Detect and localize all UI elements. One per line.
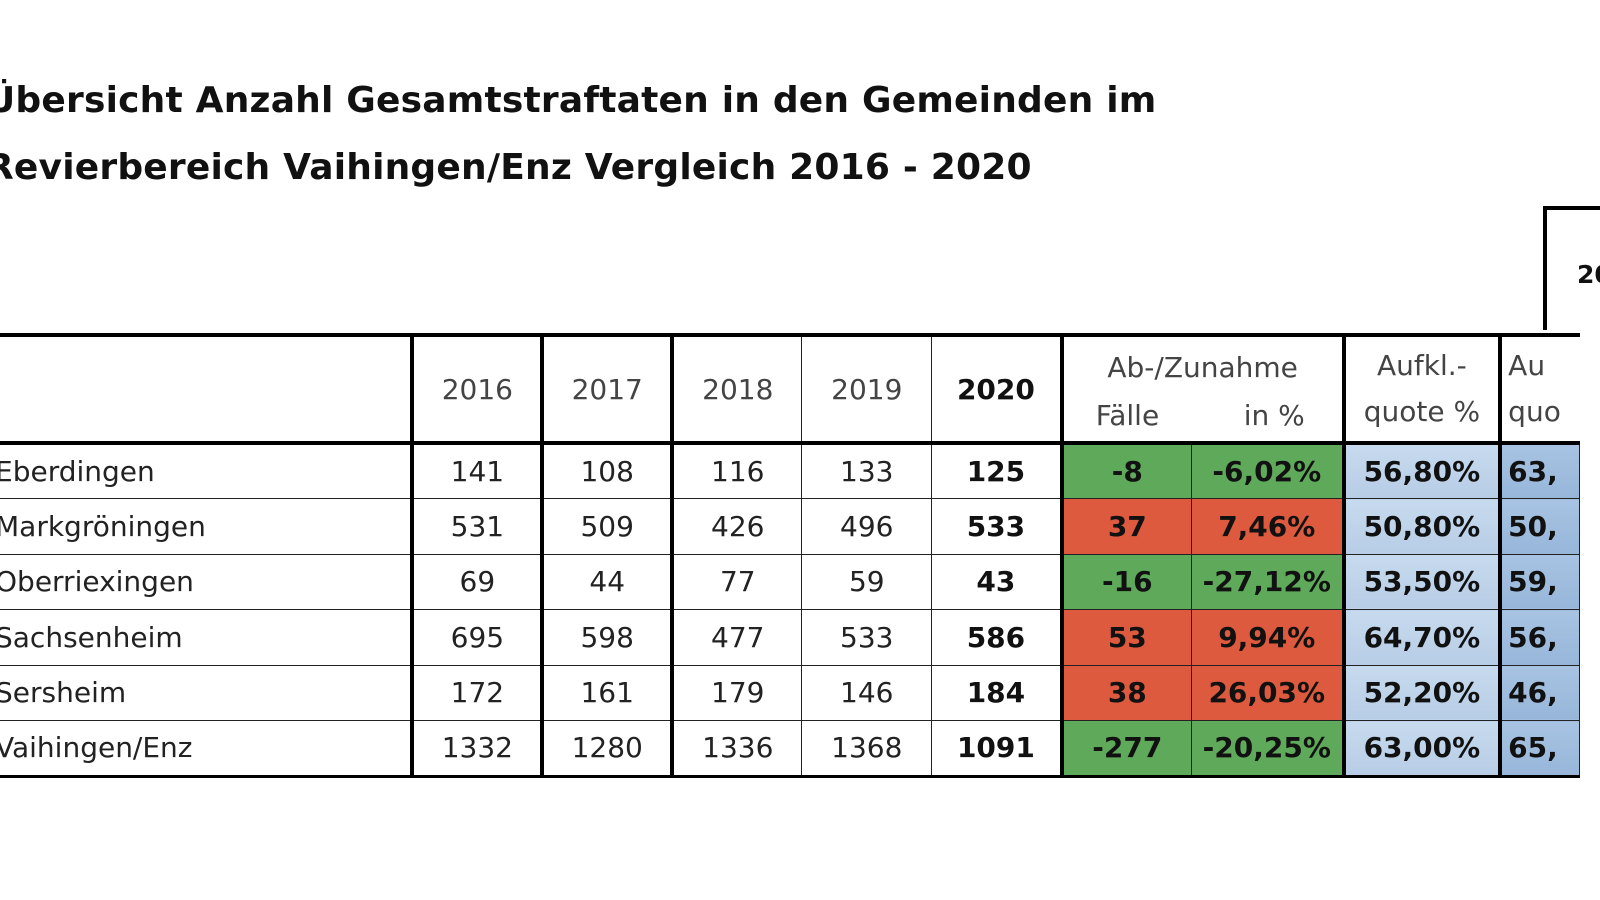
value-2018: 77: [671, 553, 803, 610]
value-2018: 116: [671, 442, 803, 499]
change-percent: 7,46%: [1190, 498, 1346, 555]
clearance-rate: 56,80%: [1343, 442, 1503, 499]
top-header-label: 20: [1577, 260, 1600, 289]
clearance-rate-2: 63,: [1499, 442, 1581, 499]
change-cases: 37: [1061, 498, 1192, 555]
clearance-rate-2: 59,: [1499, 553, 1581, 610]
value-2016: 531: [411, 498, 545, 555]
change-cases: -277: [1061, 720, 1192, 778]
table-row: Sersheim 172 161 179 146 184 38 26,03% 52,20% 46,: [0, 664, 1581, 721]
municipality-name: Sersheim: [0, 664, 415, 721]
value-2020: 43: [931, 553, 1064, 610]
municipality-name: Eberdingen: [0, 442, 415, 499]
change-cases: -16: [1061, 553, 1192, 610]
value-2018: 477: [671, 609, 803, 666]
header-change-pct: in %: [1243, 399, 1305, 432]
value-2019: 133: [801, 442, 933, 499]
header-year-2019: 2019: [801, 334, 933, 444]
header-clearance2-line1: Au: [1508, 349, 1546, 382]
value-2017: 161: [541, 664, 675, 721]
value-2017: 598: [541, 609, 675, 666]
value-2016: 69: [411, 553, 545, 610]
header-year-2017: 2017: [541, 334, 675, 444]
page-title-line1: Übersicht Anzahl Gesamtstraftaten in den…: [0, 80, 1157, 121]
table-row: Oberriexingen 69 44 77 59 43 -16 -27,12% 53,50% 5…: [0, 553, 1581, 610]
clearance-rate-2: 46,: [1499, 664, 1581, 721]
clearance-rate-2: 50,: [1499, 498, 1581, 555]
header-municipality: [0, 334, 415, 444]
value-2017: 1280: [541, 720, 675, 778]
page-title-line2: Revierbereich Vaihingen/Enz Vergleich 20…: [0, 147, 1032, 188]
value-2020: 533: [931, 498, 1064, 555]
value-2017: 108: [541, 442, 675, 499]
municipality-name: Vaihingen/Enz: [0, 720, 415, 778]
value-2019: 533: [801, 609, 933, 666]
header-clearance2-line2: quo: [1508, 395, 1561, 428]
change-percent: 26,03%: [1190, 664, 1346, 721]
header-clearance-rate: Aufkl.- quote %: [1343, 334, 1503, 444]
table-header-row: 2016 2017 2018 2019 2020 Ab-/Zunahme Fäl…: [0, 334, 1580, 444]
value-2019: 59: [801, 553, 933, 610]
crime-statistics-table: 2016 2017 2018 2019 2020 Ab-/Zunahme Fäl…: [0, 333, 1581, 778]
municipality-name: Oberriexingen: [0, 553, 415, 610]
value-2016: 172: [411, 664, 545, 721]
change-percent: 9,94%: [1190, 609, 1346, 666]
clearance-rate: 52,20%: [1343, 664, 1503, 721]
value-2016: 1332: [411, 720, 545, 778]
value-2019: 1368: [801, 720, 933, 778]
header-clearance-line2: quote %: [1363, 395, 1481, 428]
value-2018: 179: [671, 664, 803, 721]
change-percent: -6,02%: [1190, 442, 1346, 499]
header-clearance-rate-2: Au quo: [1499, 334, 1580, 444]
header-year-2020: 2020: [931, 334, 1064, 444]
value-2019: 146: [801, 664, 933, 721]
header-year-2018: 2018: [671, 334, 803, 444]
clearance-rate-2: 65,: [1499, 720, 1581, 778]
value-2018: 1336: [671, 720, 803, 778]
table-row: Vaihingen/Enz 1332 1280 1336 1368 1091 -277 -20…: [0, 720, 1581, 778]
value-2019: 496: [801, 498, 933, 555]
clearance-rate: 63,00%: [1343, 720, 1503, 778]
table-row: Markgröningen 531 509 426 496 533 37 7,46% 50,80…: [0, 498, 1581, 555]
change-cases: 53: [1061, 609, 1192, 666]
header-change-label: Ab-/Zunahme: [1107, 351, 1298, 384]
value-2020: 586: [931, 609, 1064, 666]
clearance-rate: 53,50%: [1343, 553, 1503, 610]
value-2017: 44: [541, 553, 675, 610]
value-2018: 426: [671, 498, 803, 555]
value-2017: 509: [541, 498, 675, 555]
header-change-cases: Fälle: [1095, 399, 1160, 432]
municipality-name: Sachsenheim: [0, 609, 415, 666]
change-percent: -27,12%: [1190, 553, 1346, 610]
change-cases: 38: [1061, 664, 1192, 721]
municipality-name: Markgröningen: [0, 498, 415, 555]
value-2020: 184: [931, 664, 1064, 721]
clearance-rate-2: 56,: [1499, 609, 1581, 666]
table-row: Sachsenheim 695 598 477 533 586 53 9,94% 64,70% 5…: [0, 609, 1581, 666]
value-2020: 125: [931, 442, 1064, 499]
change-percent: -20,25%: [1190, 720, 1346, 778]
header-year-2016: 2016: [411, 334, 545, 444]
clearance-rate: 64,70%: [1343, 609, 1503, 666]
value-2016: 141: [411, 442, 545, 499]
value-2016: 695: [411, 609, 545, 666]
value-2020: 1091: [931, 720, 1064, 778]
header-clearance-line1: Aufkl.-: [1377, 349, 1467, 382]
clearance-rate: 50,80%: [1343, 498, 1503, 555]
change-cases: -8: [1061, 442, 1192, 499]
top-header-box: 20: [1543, 206, 1600, 330]
header-change: Ab-/Zunahme Fälle in %: [1061, 334, 1346, 444]
table-row: Eberdingen 141 108 116 133 125 -8 -6,02% 56,80% 6…: [0, 442, 1581, 499]
